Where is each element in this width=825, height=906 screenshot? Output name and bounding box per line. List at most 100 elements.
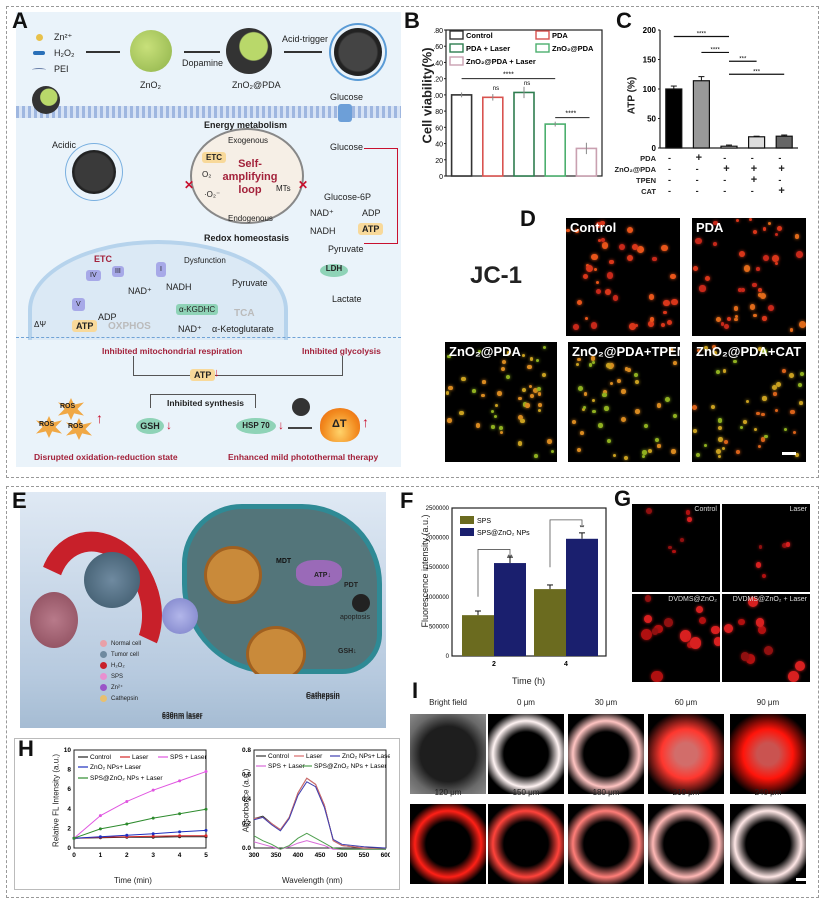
complex-i: I [156, 262, 166, 277]
panel-h-right-chart: 0.0 0.2 0.4 0.6 0.8 300 350 400 450 500 550 600 Cont… [242, 746, 394, 862]
glucose-transporter-icon [338, 104, 352, 122]
panel-g-label: G [614, 486, 632, 511]
svg-text:300: 300 [249, 852, 260, 859]
svg-text:350: 350 [271, 852, 282, 859]
condition-row: CAT - - - - + [641, 185, 785, 197]
o2-label: O₂ [202, 170, 212, 179]
svg-text:PDA + Laser: PDA + Laser [466, 44, 510, 53]
svg-text:ns: ns [493, 86, 499, 92]
image-label: PDA [696, 220, 724, 235]
svg-text:ZnO₂ NPs+ Laser: ZnO₂ NPs+ Laser [342, 753, 390, 760]
panel-h-box [14, 738, 400, 890]
svg-text:2: 2 [125, 852, 129, 859]
depth-label: 210 μm [672, 788, 700, 797]
enhanced-ptt-label: Enhanced mild photothermal therapy [228, 452, 379, 462]
svg-text:450: 450 [315, 852, 326, 859]
atp-mito-pill: ATP [72, 320, 98, 332]
panel-e-illustration-lower [20, 674, 386, 728]
nanoparticle-sphere [162, 598, 198, 634]
lysosome-degrading [246, 626, 306, 682]
etc-mito-label: ETC [94, 254, 112, 264]
svg-text:****: **** [565, 111, 576, 118]
legend-zn: Zn²⁺ [54, 32, 73, 42]
condition-row: TPEN - - - + - [635, 174, 782, 186]
depth-label: 30 μm [594, 698, 618, 707]
section-divider [16, 337, 401, 338]
panel-b-label: B [404, 8, 420, 33]
g-image-2: DVDMS@ZnO₂ [632, 594, 720, 682]
loop-label: Self-amplifying loop [222, 158, 278, 196]
blocked-x-icon: ✕ [298, 178, 309, 192]
complex-iii: III [112, 266, 124, 277]
svg-text:180: 180 [434, 28, 443, 35]
legend-swatch [100, 695, 107, 702]
panel-h-label: H [18, 736, 34, 761]
legend-swatch [100, 640, 107, 647]
cathepsin-label: Cathepsin [306, 694, 340, 701]
svg-text:2000000: 2000000 [426, 536, 450, 542]
svg-text:****: **** [697, 31, 707, 37]
hsp70-oval: HSP 70 [236, 418, 276, 434]
ros-label: ROS [39, 421, 55, 428]
up-arrow-icon: ↑ [96, 410, 103, 426]
legend-swatch [100, 684, 107, 691]
delta-t-label: ΔT [332, 418, 347, 430]
legend-swatch [100, 651, 107, 658]
svg-text:0.4: 0.4 [242, 796, 251, 803]
complex-iv: IV [86, 270, 101, 281]
arrow-icon [288, 427, 312, 429]
mdt-label: MDT [276, 558, 292, 565]
zno2-label: ZnO₂ [140, 80, 161, 90]
panel-i-label: I [412, 678, 419, 703]
scale-bar [782, 452, 796, 455]
svg-text:1500000: 1500000 [426, 565, 450, 571]
panel-h-left-xlabel: Time (min) [114, 876, 152, 885]
arrow-icon [86, 51, 120, 53]
acidic-label: Acidic [52, 140, 77, 150]
panel-b-chart: 0 20 40 60 80 100 120 140 160 180 Control PDA PDA + … [431, 26, 606, 188]
g-image-0: Control [632, 504, 720, 592]
depth-image-1 [488, 714, 564, 794]
depth-label: 240 μm [754, 788, 782, 797]
legend-item: Cathepsin [100, 695, 138, 702]
svg-text:****: **** [711, 47, 721, 53]
svg-text:20: 20 [435, 158, 443, 165]
glucose-6p-label: Glucose-6P [324, 192, 372, 202]
pei-icon [32, 68, 46, 72]
nad-mito-label: NAD⁺ [128, 286, 152, 296]
svg-text:SPS@ZnO₂ NPs + Laser: SPS@ZnO₂ NPs + Laser [90, 775, 163, 782]
svg-text:5: 5 [204, 852, 208, 859]
svg-text:4: 4 [178, 852, 182, 859]
nad-label: NAD⁺ [310, 208, 334, 218]
cell-membrane [16, 106, 401, 118]
bracket-line [133, 356, 343, 376]
panel-f-xlabel: Time (h) [512, 676, 546, 686]
tumor-mass [30, 592, 78, 648]
image-label: DVDMS@ZnO₂ + Laser [732, 596, 807, 603]
image-label: Control [694, 506, 717, 513]
ros-label: ROS [60, 403, 76, 410]
svg-text:ZnO₂@PDA: ZnO₂@PDA [552, 44, 594, 53]
adp-label: ADP [362, 208, 381, 218]
legend-h2o2: H₂O₂ [54, 48, 75, 58]
lysosome [204, 546, 262, 604]
dysfunction-label: Dysfunction [184, 256, 226, 265]
svg-text:550: 550 [359, 852, 370, 859]
laser-label: 630nm laser [162, 714, 203, 721]
svg-text:400: 400 [293, 852, 304, 859]
exogenous-label: Exogenous [228, 136, 269, 145]
depth-image-3 [648, 714, 724, 794]
ros-label: ROS [68, 423, 84, 430]
panel-c-chart: 0 50 100 150 200 **** **** *** *** [638, 24, 808, 153]
svg-text:10: 10 [64, 747, 72, 754]
g-image-1: Laser [722, 504, 810, 592]
pdt-label: PDT [344, 582, 358, 589]
svg-text:0: 0 [446, 654, 450, 660]
svg-text:SPS@ZnO₂ NPs: SPS@ZnO₂ NPs [477, 530, 530, 537]
panel-a-label: A [12, 8, 28, 33]
top-figure-frame [6, 6, 819, 478]
svg-text:8: 8 [67, 767, 71, 774]
laser-label: 630nm laser [162, 712, 203, 719]
depth-image-2 [568, 714, 644, 794]
mitochondria-shape [296, 560, 342, 586]
